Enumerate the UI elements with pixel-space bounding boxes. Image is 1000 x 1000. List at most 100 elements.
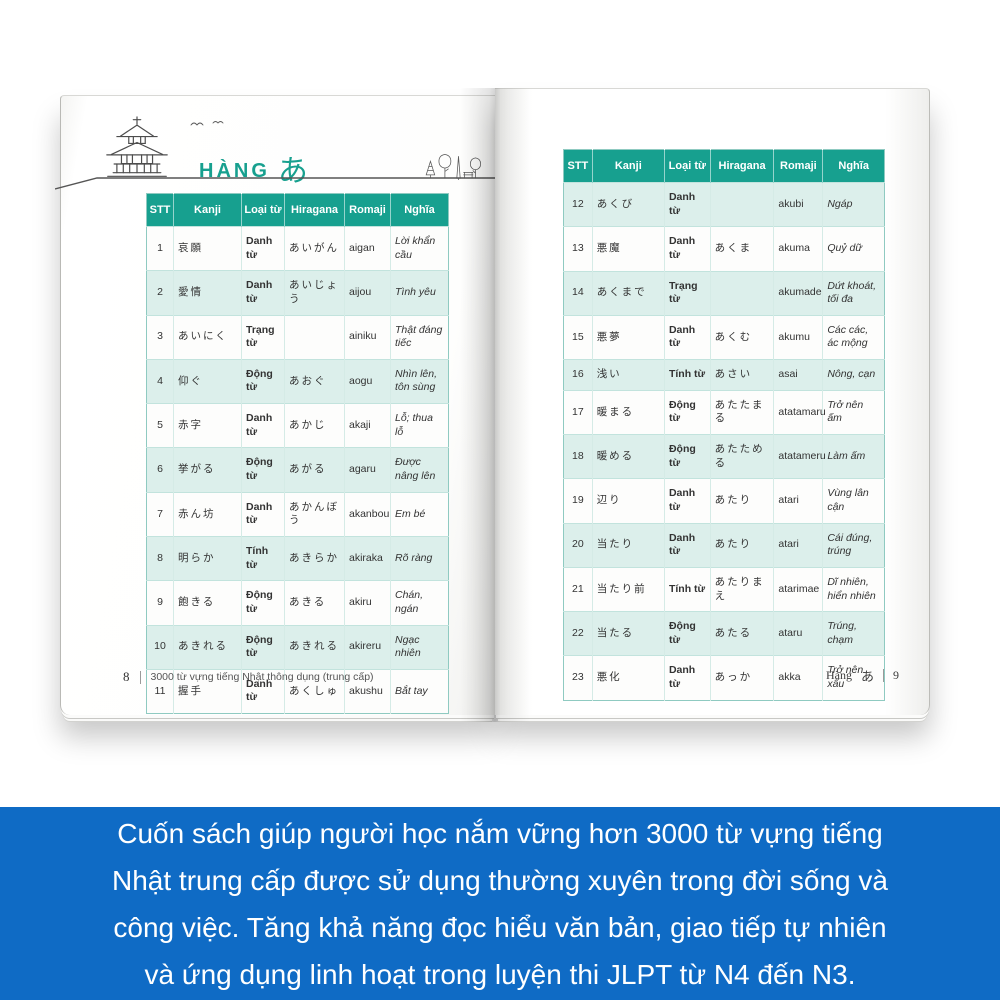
table-row: 5 赤字 Danh từ あかじ akaji Lỗ; thua lỗ	[146, 403, 449, 448]
kanji-cell: 辺り	[591, 478, 665, 524]
stt-cell: 20	[563, 522, 593, 568]
romaji-cell: asai	[773, 359, 823, 391]
hiragana-cell: あくむ	[709, 314, 774, 360]
type-cell: Động từ	[241, 580, 285, 626]
romaji-cell: atarimae	[773, 566, 823, 612]
table-row: 23 悪化 Danh từ あっか akka Trở nên xấu	[563, 655, 885, 701]
hiragana-cell: あくま	[709, 226, 774, 272]
column-header: Hiragana	[284, 193, 345, 227]
table-row: 14 あくまで Trạng từ akumade Dứt khoát, tối đa	[563, 270, 885, 316]
banner-line: và ứng dụng linh hoạt trong luyện thi JL…	[144, 958, 856, 990]
banner-line: Cuốn sách giúp người học nắm vững hơn 30…	[117, 817, 883, 849]
column-header: Loại từ	[663, 149, 711, 183]
meaning-cell: Nông, cạn	[822, 359, 885, 391]
stt-cell: 7	[146, 491, 174, 537]
table-row: 3 あいにく Trạng từ ainiku Thật đáng tiếc	[146, 314, 449, 360]
romaji-cell: ataru	[773, 611, 823, 656]
romaji-cell: akumade	[773, 270, 823, 316]
hiragana-cell	[709, 181, 774, 227]
footer-divider	[883, 669, 884, 682]
kanji-cell: 赤字	[173, 403, 242, 448]
romaji-cell: aogu	[344, 358, 391, 404]
hiragana-cell: あたり	[709, 522, 774, 568]
column-header: Nghĩa	[822, 149, 885, 183]
type-cell: Danh từ	[663, 655, 711, 701]
kanji-cell: 愛情	[173, 270, 242, 316]
meaning-cell: Bắt tay	[390, 668, 449, 714]
stt-cell: 4	[146, 358, 174, 404]
kanji-cell: 暖まる	[591, 389, 665, 435]
hiragana-cell: あきらか	[284, 535, 345, 581]
stt-cell: 9	[146, 580, 174, 626]
column-header: Loại từ	[241, 193, 285, 227]
column-header: Kanji	[591, 149, 665, 183]
stt-cell: 13	[563, 226, 593, 272]
stt-cell: 10	[146, 624, 174, 670]
romaji-cell: akka	[773, 655, 823, 701]
kanji-cell: 飽きる	[173, 580, 242, 626]
hiragana-cell: あいじょう	[284, 270, 345, 316]
meaning-cell: Trúng, chạm	[822, 611, 885, 656]
banner-line: Nhật trung cấp được sử dụng thường xuyên…	[112, 864, 888, 896]
hiragana-cell: あくしゅ	[284, 668, 345, 714]
stt-cell: 23	[563, 655, 593, 701]
table-row: 10 あきれる Động từ あきれる akireru Ngạc nhiên	[146, 624, 449, 670]
type-cell: Danh từ	[663, 478, 711, 524]
type-cell: Danh từ	[663, 181, 711, 227]
romaji-cell: ainiku	[344, 314, 391, 360]
stt-cell: 16	[563, 359, 593, 391]
meaning-cell: Lời khẩn cầu	[390, 225, 449, 271]
table-row: 22 当たる Động từ あたる ataru Trúng, chạm	[563, 611, 885, 656]
table-row: 9 飽きる Động từ あきる akiru Chán, ngán	[146, 580, 449, 626]
book-title: 3000 từ vựng tiếng Nhật thông dụng (trun…	[150, 671, 374, 683]
romaji-cell: akushu	[344, 668, 391, 714]
stt-cell: 12	[563, 181, 593, 227]
meaning-cell: Thật đáng tiếc	[390, 314, 449, 360]
table-row: 17 暖まる Động từ あたたまる atatamaru Trở nên ấm	[563, 389, 885, 435]
running-head: Hàng	[825, 668, 852, 682]
stt-cell: 18	[563, 434, 593, 479]
table-row: 21 当たり前 Tính từ あたりまえ atarimae Dĩ nhiên, hiển…	[563, 566, 885, 612]
meaning-cell: Nhìn lên, tôn sùng	[390, 358, 449, 404]
stt-cell: 1	[146, 225, 174, 271]
romaji-cell: akiraka	[344, 535, 391, 581]
table-row: 13 悪魔 Danh từ あくま akuma Quỷ dữ	[563, 226, 885, 272]
table-header-row: STT Kanji Loại từ Hiragana Romaji Nghĩa	[563, 149, 885, 183]
meaning-cell: Lỗ; thua lỗ	[390, 403, 449, 448]
type-cell: Danh từ	[241, 270, 285, 316]
meaning-cell: Tình yêu	[390, 270, 449, 316]
kanji-cell: 悪化	[591, 655, 665, 701]
stt-cell: 21	[563, 566, 593, 612]
kanji-cell: 仰ぐ	[173, 358, 242, 404]
romaji-cell: akiru	[344, 580, 391, 626]
type-cell: Động từ	[241, 624, 285, 670]
kanji-cell: 浅い	[591, 359, 665, 391]
type-cell: Động từ	[663, 389, 711, 435]
page-number-left: 8	[123, 669, 130, 684]
type-cell: Động từ	[663, 434, 711, 479]
hiragana-cell: あがる	[284, 447, 345, 493]
meaning-cell: Được nâng lên	[390, 447, 449, 493]
romaji-cell: akanbou	[344, 491, 391, 537]
type-cell: Động từ	[241, 447, 285, 493]
kanji-cell: 哀願	[173, 225, 242, 271]
trees-icon	[425, 154, 481, 180]
meaning-cell: Quỷ dữ	[822, 226, 885, 272]
hiragana-cell: あさい	[709, 359, 774, 391]
romaji-cell: akuma	[773, 226, 823, 272]
table-row: 16 浅い Tính từ あさい asai Nông, cạn	[563, 359, 885, 391]
type-cell: Trạng từ	[663, 270, 711, 316]
stt-cell: 15	[563, 314, 593, 360]
type-cell: Danh từ	[241, 668, 285, 714]
table-row: 11 握手 Danh từ あくしゅ akushu Bắt tay	[146, 668, 449, 714]
meaning-cell: Cái đúng, trúng	[822, 522, 885, 568]
kanji-cell: 挙がる	[173, 447, 242, 493]
type-cell: Tính từ	[663, 359, 711, 391]
romaji-cell: atari	[773, 478, 823, 524]
table-row: 19 辺り Danh từ あたり atari Vùng lân cận	[563, 478, 885, 524]
hiragana-cell: あおぐ	[284, 358, 345, 404]
type-cell: Tính từ	[241, 535, 285, 581]
table-header-row: STT Kanji Loại từ Hiragana Romaji Nghĩa	[146, 193, 449, 227]
meaning-cell: Dứt khoát, tối đa	[822, 270, 885, 316]
meaning-cell: Làm ấm	[822, 434, 885, 479]
